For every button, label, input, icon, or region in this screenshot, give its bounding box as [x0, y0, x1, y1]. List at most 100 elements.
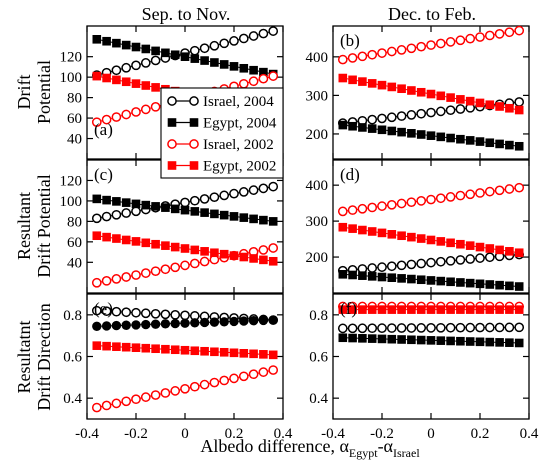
- panel-b-series-2-point-9: [426, 40, 436, 50]
- panel-c-series-3-point-2: [112, 234, 121, 243]
- panel-a-ytick-label-2: 80: [67, 91, 82, 107]
- panel-e-xtick-label-3: 0.2: [225, 426, 244, 442]
- panel-b-series-3-point-9: [426, 89, 436, 99]
- panel-e-series-1-point-7: [160, 319, 171, 329]
- panel-e-xtick-label-4: 0.4: [274, 426, 293, 442]
- panel-d-series-0-point-8: [416, 258, 427, 269]
- panel-c-series-2-point-4: [131, 270, 141, 280]
- column-title-right: Dec. to Feb.: [388, 4, 476, 24]
- panel-d-series-1-point-14: [475, 279, 485, 289]
- panel-b-series-1-point-5: [387, 126, 397, 136]
- panel-e-series-2-point-5: [140, 392, 151, 402]
- panel-f-series-0-point-11: [445, 322, 456, 333]
- panel-b-series-1-point-15: [485, 138, 495, 148]
- panel-e-series-2-point-17: [258, 367, 269, 377]
- panel-e-series-1-point-2: [111, 320, 122, 331]
- panel-e-series-1-point-1: [101, 321, 112, 331]
- panel-f-series-3-point-10: [436, 305, 446, 314]
- panel-e-series-1-point-4: [131, 320, 141, 330]
- panel-b-ytick-label-1: 300: [306, 88, 329, 104]
- panel-d-series-0-point-12: [455, 255, 466, 265]
- panel-a-series-2-point-6: [150, 101, 161, 112]
- panel-c-series-2-point-18: [268, 243, 279, 253]
- panel-b-series-2-point-0: [337, 54, 348, 65]
- panel-f-series-1-point-6: [397, 335, 406, 344]
- panel-d-series-3-point-7: [407, 232, 416, 242]
- panel-b-series-3-point-18: [514, 105, 524, 115]
- panel-b-series-3-point-7: [407, 86, 416, 95]
- panel-d-series-3-point-9: [426, 235, 436, 245]
- panel-d: 200 300 400 (d): [306, 159, 530, 294]
- panel-c-series-3: [92, 231, 278, 266]
- panel-c-series-1-point-10: [190, 207, 200, 216]
- panel-e-series-3: [92, 341, 278, 360]
- row-title-2-line-2: Drift Potential: [34, 174, 54, 277]
- legend-entry-3-marker-right: [189, 161, 199, 170]
- panel-a-series-0-point-12: [209, 40, 220, 51]
- panel-f-series-3-point-8: [416, 305, 426, 314]
- panel-c-series-2-point-7: [160, 264, 171, 275]
- panel-d-series-3: [338, 222, 524, 258]
- panel-d-series-3-point-4: [377, 228, 387, 238]
- panel-f-series-3: [338, 305, 524, 314]
- panel-d-series-0-point-14: [475, 253, 485, 263]
- panel-a-series-0-point-15: [238, 33, 249, 44]
- panel-e-series-0-point-1: [101, 306, 112, 317]
- column-title-left: Sep. to Nov.: [142, 4, 231, 24]
- panel-c-ytick-label-4: 120: [60, 173, 83, 189]
- panel-e-series-1-point-5: [141, 319, 151, 330]
- panel-a-series-1-point-3: [121, 40, 131, 50]
- panel-b-series-2-point-15: [484, 30, 495, 41]
- panel-b-series-2: [337, 25, 525, 65]
- legend-entry-1-marker-left: [167, 118, 177, 127]
- panel-b-series-1-point-13: [465, 136, 475, 145]
- panel-b-series-3-point-11: [446, 93, 455, 102]
- panel-b-series-3-point-4: [377, 80, 387, 90]
- panel-f-series-3-point-3: [367, 305, 377, 314]
- panel-a-series-0-point-13: [219, 38, 230, 49]
- panel-c-series-0-point-0: [91, 213, 102, 224]
- panel-d-series-2-point-1: [347, 205, 358, 215]
- panel-e-series-0-point-9: [180, 310, 190, 321]
- panel-f-ytick-label-0: 0.4: [309, 391, 328, 407]
- panel-b-series-2-point-1: [347, 53, 358, 63]
- panel-f-series-3-point-5: [387, 305, 397, 314]
- panel-e-series-2-point-18: [268, 365, 279, 375]
- panel-d-series-2-point-11: [445, 192, 456, 202]
- panel-b-series-0-point-5: [386, 112, 397, 123]
- panel-f-series-1-point-13: [465, 337, 475, 346]
- panel-b-series-1-point-10: [436, 132, 446, 142]
- panel-a-series-2-point-3: [121, 109, 132, 120]
- panel-c-series-3-point-0: [92, 231, 102, 241]
- panel-d-series-1-point-17: [505, 281, 514, 291]
- panel-c-series-3-point-3: [121, 235, 131, 245]
- panel-c-series-1-point-9: [180, 205, 190, 215]
- panel-a-series-1-point-2: [112, 38, 121, 48]
- legend: Israel, 2004 Egypt, 2004 Israel, 2002 Egypt…: [160, 87, 284, 179]
- panel-c-series-1-point-17: [259, 215, 268, 225]
- panel-b-series-1-point-18: [514, 141, 524, 151]
- panel-c-ytick-label-3: 100: [60, 194, 83, 210]
- panel-d-series-0-point-5: [386, 261, 397, 272]
- panel-a-series-1-point-1: [102, 36, 111, 46]
- panel-b: 200 300 400 (b): [306, 25, 530, 160]
- panel-b-series-3-point-0: [338, 73, 348, 83]
- legend-entry-3-marker-left: [167, 161, 177, 170]
- panel-f-xtick-label-1: -0.2: [370, 426, 394, 442]
- panel-f-series-0-point-7: [406, 323, 417, 333]
- panel-a-series-3-point-5: [141, 81, 151, 90]
- panel-d-series-3-point-16: [495, 245, 504, 255]
- panel-d-series-0-point-10: [435, 256, 446, 267]
- panel-f-series-1-point-8: [416, 335, 426, 345]
- legend-frame: [160, 87, 284, 179]
- row-title-2-line-1: Resultant: [14, 192, 34, 260]
- panel-d-series-0-point-4: [377, 262, 387, 272]
- panel-a-series-1-point-6: [151, 46, 160, 56]
- panel-e-series-1-point-18: [268, 315, 278, 325]
- panel-f-series-0-point-2: [357, 323, 368, 334]
- panel-c-series-3-point-18: [268, 256, 278, 266]
- panel-c-series-2-point-8: [170, 262, 181, 273]
- panel-c-series-3-point-17: [259, 255, 268, 265]
- panel-b-series-1-point-6: [397, 127, 406, 137]
- panel-f-series-0-point-4: [377, 323, 387, 333]
